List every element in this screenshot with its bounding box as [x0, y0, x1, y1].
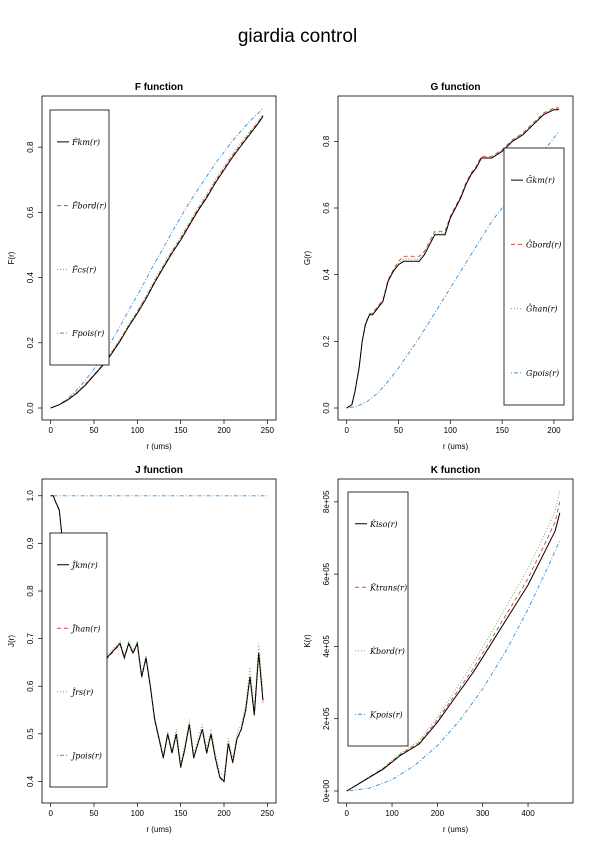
legend-label: F̂km(r) [71, 138, 100, 147]
legend-label: K̂bord(r) [369, 647, 405, 656]
panel-k-function: K function 0 100 200 300 400 0e+00 2e+05 4e+05 6e… [303, 465, 574, 834]
legend: K̂iso(r) K̂trans(r) K̂bord(r) Kpois(r) [347, 491, 409, 747]
panel-f-function: F function 0 50 100 150 200 250 0.0 0.2 0.4 0.6 0.8… [7, 82, 277, 451]
y-tick-label: 6e+05 [322, 562, 331, 585]
x-tick-label: 150 [174, 426, 188, 435]
series-line [346, 540, 561, 792]
y-tick-label: 0.4 [26, 775, 35, 787]
x-tick-label: 200 [547, 426, 561, 435]
x-axis-label: r (ums) [146, 825, 172, 834]
y-axis-label: K(r) [303, 634, 312, 648]
series-line [50, 107, 264, 409]
panel-title: K function [431, 465, 480, 476]
series-group [346, 490, 561, 792]
x-tick-label: 200 [217, 809, 231, 818]
plot-frame [41, 478, 277, 804]
x-tick-label: 100 [385, 809, 399, 818]
x-tick-label: 400 [521, 809, 535, 818]
panel-title: J function [135, 465, 183, 476]
panel-j-function: J function 0 50 100 150 200 250 0.4 0.5 0.6 0.7 0.8… [7, 465, 277, 834]
legend-label: K̂trans(r) [369, 583, 407, 592]
legend-label: K̂iso(r) [369, 520, 398, 529]
series-line [50, 115, 264, 409]
legend-label: Ĵhan(r) [70, 624, 100, 633]
legend-label: Fpois(r) [71, 329, 104, 338]
legend-label: F̂cs(r) [71, 265, 96, 274]
y-tick-label: 0e+00 [322, 779, 331, 802]
series-line [346, 512, 561, 792]
panel-title: F function [135, 82, 183, 93]
legend: F̂km(r) F̂bord(r) F̂cs(r) Fpois(r) [49, 109, 110, 366]
y-tick-label: 0.6 [26, 680, 35, 692]
x-tick-label: 100 [444, 426, 458, 435]
panel-g-function: G function 0 50 100 150 200 0.0 0.2 0.4 0.6 0.8 r (… [303, 82, 574, 451]
y-tick-label: 8e+05 [322, 490, 331, 513]
y-tick-label: 0.4 [26, 271, 35, 283]
plot-frame [41, 95, 277, 421]
series-line [346, 501, 561, 792]
legend-label: Ĵrs(r) [70, 688, 93, 697]
plot-frame [337, 478, 574, 804]
series-line [346, 490, 561, 792]
x-tick-label: 300 [476, 809, 490, 818]
y-axis-label: G(r) [303, 251, 312, 266]
series-group [50, 107, 264, 409]
y-tick-label: 2e+05 [322, 707, 331, 730]
x-tick-label: 250 [261, 809, 275, 818]
main-title: giardia control [237, 26, 358, 47]
legend-label: Ĝkm(r) [526, 176, 555, 185]
y-tick-label: 0.0 [322, 402, 331, 414]
y-tick-label: 0.5 [26, 728, 35, 740]
y-tick-label: 0.8 [26, 585, 35, 597]
legend-label: Jpois(r) [70, 751, 102, 760]
legend-box [503, 147, 565, 406]
legend-label: Ĵkm(r) [70, 561, 98, 570]
x-axis-label: r (ums) [443, 442, 469, 451]
x-tick-label: 50 [90, 426, 99, 435]
legend-box [347, 491, 409, 747]
y-axis-label: J(r) [7, 635, 16, 647]
y-tick-label: 0.0 [26, 402, 35, 414]
y-tick-label: 0.4 [322, 269, 331, 281]
x-tick-label: 0 [48, 426, 53, 435]
x-tick-label: 200 [217, 426, 231, 435]
legend-label: Ĝhan(r) [526, 305, 558, 314]
legend: Ĝkm(r) Ĝbord(r) Ĝhan(r) Gpois(r) [503, 147, 565, 406]
legend-box [49, 532, 108, 788]
y-tick-label: 4e+05 [322, 635, 331, 658]
y-tick-label: 0.6 [322, 202, 331, 214]
x-tick-label: 150 [495, 426, 509, 435]
y-tick-label: 1.0 [26, 490, 35, 502]
y-tick-label: 0.2 [26, 337, 35, 349]
legend-label: F̂bord(r) [71, 202, 107, 211]
y-tick-label: 0.9 [26, 537, 35, 549]
x-tick-label: 0 [48, 809, 53, 818]
x-tick-label: 100 [131, 426, 145, 435]
y-axis-label: F(r) [7, 251, 16, 264]
x-tick-label: 100 [131, 809, 145, 818]
x-tick-label: 0 [344, 809, 349, 818]
y-tick-label: 0.7 [26, 633, 35, 645]
legend-box [49, 109, 110, 366]
x-tick-label: 50 [394, 426, 403, 435]
legend-label: Kpois(r) [369, 710, 403, 719]
x-tick-label: 150 [174, 809, 188, 818]
x-axis-label: r (ums) [146, 442, 172, 451]
x-tick-label: 250 [261, 426, 275, 435]
y-tick-label: 0.2 [322, 335, 331, 347]
y-tick-label: 0.8 [322, 135, 331, 147]
x-axis-label: r (ums) [443, 825, 469, 834]
legend: Ĵkm(r) Ĵhan(r) Ĵrs(r) Jpois(r) [49, 532, 108, 788]
legend-label: Ĝbord(r) [526, 240, 561, 249]
x-tick-label: 50 [90, 809, 99, 818]
x-tick-label: 0 [344, 426, 349, 435]
legend-label: Gpois(r) [526, 369, 559, 378]
plot-frame [337, 95, 574, 421]
panel-title: G function [431, 82, 481, 93]
y-tick-label: 0.8 [26, 141, 35, 153]
x-tick-label: 200 [431, 809, 445, 818]
y-tick-label: 0.6 [26, 206, 35, 218]
series-line [346, 109, 560, 409]
